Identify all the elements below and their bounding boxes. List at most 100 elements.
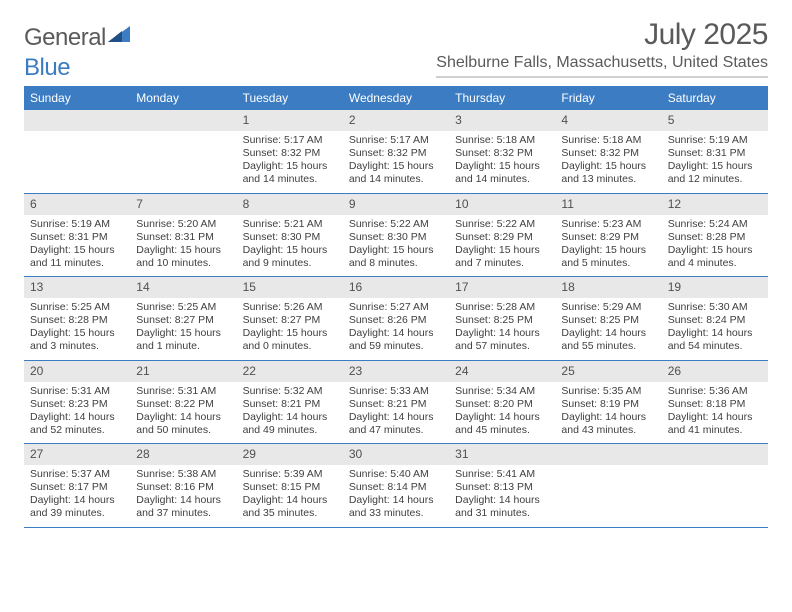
sunrise-text: Sunrise: 5:19 AM bbox=[30, 218, 124, 231]
sunset-text: Sunset: 8:29 PM bbox=[455, 231, 549, 244]
day2-text: and 5 minutes. bbox=[561, 257, 655, 270]
day-content: Sunrise: 5:40 AMSunset: 8:14 PMDaylight:… bbox=[343, 468, 449, 521]
day-number: 31 bbox=[449, 444, 555, 465]
sunset-text: Sunset: 8:32 PM bbox=[243, 147, 337, 160]
day-number: 4 bbox=[555, 110, 661, 131]
day2-text: and 57 minutes. bbox=[455, 340, 549, 353]
day-content: Sunrise: 5:25 AMSunset: 8:27 PMDaylight:… bbox=[130, 301, 236, 354]
sunset-text: Sunset: 8:32 PM bbox=[455, 147, 549, 160]
day2-text: and 43 minutes. bbox=[561, 424, 655, 437]
sunset-text: Sunset: 8:14 PM bbox=[349, 481, 443, 494]
day2-text: and 33 minutes. bbox=[349, 507, 443, 520]
day2-text: and 49 minutes. bbox=[243, 424, 337, 437]
day-content: Sunrise: 5:36 AMSunset: 8:18 PMDaylight:… bbox=[662, 385, 768, 438]
day-cell: 16Sunrise: 5:27 AMSunset: 8:26 PMDayligh… bbox=[343, 277, 449, 360]
day-content: Sunrise: 5:21 AMSunset: 8:30 PMDaylight:… bbox=[237, 218, 343, 271]
logo-word-2: Blue bbox=[24, 54, 70, 82]
day1-text: Daylight: 14 hours bbox=[243, 411, 337, 424]
sunrise-text: Sunrise: 5:21 AM bbox=[243, 218, 337, 231]
sunrise-text: Sunrise: 5:29 AM bbox=[561, 301, 655, 314]
day-number: 18 bbox=[555, 277, 661, 298]
day1-text: Daylight: 15 hours bbox=[349, 244, 443, 257]
day-number: 10 bbox=[449, 194, 555, 215]
day2-text: and 41 minutes. bbox=[668, 424, 762, 437]
day2-text: and 12 minutes. bbox=[668, 173, 762, 186]
day-cell: 3Sunrise: 5:18 AMSunset: 8:32 PMDaylight… bbox=[449, 110, 555, 193]
day2-text: and 14 minutes. bbox=[243, 173, 337, 186]
sunset-text: Sunset: 8:20 PM bbox=[455, 398, 549, 411]
day-number: 15 bbox=[237, 277, 343, 298]
day1-text: Daylight: 14 hours bbox=[349, 327, 443, 340]
day1-text: Daylight: 15 hours bbox=[668, 244, 762, 257]
day-number: 28 bbox=[130, 444, 236, 465]
day2-text: and 3 minutes. bbox=[30, 340, 124, 353]
sunset-text: Sunset: 8:22 PM bbox=[136, 398, 230, 411]
day2-text: and 14 minutes. bbox=[349, 173, 443, 186]
day-content: Sunrise: 5:17 AMSunset: 8:32 PMDaylight:… bbox=[343, 134, 449, 187]
sunrise-text: Sunrise: 5:23 AM bbox=[561, 218, 655, 231]
day-cell: 8Sunrise: 5:21 AMSunset: 8:30 PMDaylight… bbox=[237, 194, 343, 277]
day-cell: 13Sunrise: 5:25 AMSunset: 8:28 PMDayligh… bbox=[24, 277, 130, 360]
day1-text: Daylight: 14 hours bbox=[136, 411, 230, 424]
logo-line2: Blue bbox=[24, 54, 70, 82]
day-number bbox=[130, 110, 236, 131]
day1-text: Daylight: 14 hours bbox=[455, 411, 549, 424]
day-number: 14 bbox=[130, 277, 236, 298]
logo-triangle-icon bbox=[108, 21, 130, 49]
sunset-text: Sunset: 8:31 PM bbox=[668, 147, 762, 160]
day-cell: 7Sunrise: 5:20 AMSunset: 8:31 PMDaylight… bbox=[130, 194, 236, 277]
empty-cell bbox=[130, 110, 236, 193]
sunset-text: Sunset: 8:17 PM bbox=[30, 481, 124, 494]
day1-text: Daylight: 15 hours bbox=[561, 160, 655, 173]
day1-text: Daylight: 14 hours bbox=[243, 494, 337, 507]
day2-text: and 10 minutes. bbox=[136, 257, 230, 270]
day-cell: 12Sunrise: 5:24 AMSunset: 8:28 PMDayligh… bbox=[662, 194, 768, 277]
day-cell: 11Sunrise: 5:23 AMSunset: 8:29 PMDayligh… bbox=[555, 194, 661, 277]
day-cell: 23Sunrise: 5:33 AMSunset: 8:21 PMDayligh… bbox=[343, 361, 449, 444]
day-header-cell: Saturday bbox=[662, 86, 768, 110]
day-cell: 29Sunrise: 5:39 AMSunset: 8:15 PMDayligh… bbox=[237, 444, 343, 527]
sunset-text: Sunset: 8:25 PM bbox=[561, 314, 655, 327]
day-content: Sunrise: 5:31 AMSunset: 8:22 PMDaylight:… bbox=[130, 385, 236, 438]
day-content: Sunrise: 5:29 AMSunset: 8:25 PMDaylight:… bbox=[555, 301, 661, 354]
day1-text: Daylight: 14 hours bbox=[136, 494, 230, 507]
day-number: 20 bbox=[24, 361, 130, 382]
empty-cell bbox=[662, 444, 768, 527]
day-cell: 9Sunrise: 5:22 AMSunset: 8:30 PMDaylight… bbox=[343, 194, 449, 277]
sunrise-text: Sunrise: 5:18 AM bbox=[455, 134, 549, 147]
day1-text: Daylight: 15 hours bbox=[455, 244, 549, 257]
sunrise-text: Sunrise: 5:26 AM bbox=[243, 301, 337, 314]
day2-text: and 55 minutes. bbox=[561, 340, 655, 353]
day-content: Sunrise: 5:22 AMSunset: 8:29 PMDaylight:… bbox=[449, 218, 555, 271]
day-content: Sunrise: 5:18 AMSunset: 8:32 PMDaylight:… bbox=[449, 134, 555, 187]
sunset-text: Sunset: 8:18 PM bbox=[668, 398, 762, 411]
day-header-cell: Monday bbox=[130, 86, 236, 110]
day2-text: and 0 minutes. bbox=[243, 340, 337, 353]
day1-text: Daylight: 14 hours bbox=[561, 327, 655, 340]
day-content: Sunrise: 5:30 AMSunset: 8:24 PMDaylight:… bbox=[662, 301, 768, 354]
day-cell: 25Sunrise: 5:35 AMSunset: 8:19 PMDayligh… bbox=[555, 361, 661, 444]
sunset-text: Sunset: 8:27 PM bbox=[136, 314, 230, 327]
day-content: Sunrise: 5:19 AMSunset: 8:31 PMDaylight:… bbox=[24, 218, 130, 271]
day-number: 23 bbox=[343, 361, 449, 382]
day-header-cell: Friday bbox=[555, 86, 661, 110]
sunset-text: Sunset: 8:30 PM bbox=[243, 231, 337, 244]
sunrise-text: Sunrise: 5:30 AM bbox=[668, 301, 762, 314]
day1-text: Daylight: 14 hours bbox=[668, 411, 762, 424]
sunrise-text: Sunrise: 5:35 AM bbox=[561, 385, 655, 398]
sunset-text: Sunset: 8:24 PM bbox=[668, 314, 762, 327]
day-content: Sunrise: 5:39 AMSunset: 8:15 PMDaylight:… bbox=[237, 468, 343, 521]
sunrise-text: Sunrise: 5:25 AM bbox=[30, 301, 124, 314]
day1-text: Daylight: 14 hours bbox=[455, 327, 549, 340]
sunset-text: Sunset: 8:28 PM bbox=[668, 231, 762, 244]
sunset-text: Sunset: 8:13 PM bbox=[455, 481, 549, 494]
day2-text: and 52 minutes. bbox=[30, 424, 124, 437]
day1-text: Daylight: 15 hours bbox=[30, 327, 124, 340]
day1-text: Daylight: 15 hours bbox=[561, 244, 655, 257]
day2-text: and 47 minutes. bbox=[349, 424, 443, 437]
day2-text: and 7 minutes. bbox=[455, 257, 549, 270]
day-number bbox=[555, 444, 661, 465]
sunrise-text: Sunrise: 5:39 AM bbox=[243, 468, 337, 481]
day2-text: and 9 minutes. bbox=[243, 257, 337, 270]
weeks-container: 1Sunrise: 5:17 AMSunset: 8:32 PMDaylight… bbox=[24, 110, 768, 528]
